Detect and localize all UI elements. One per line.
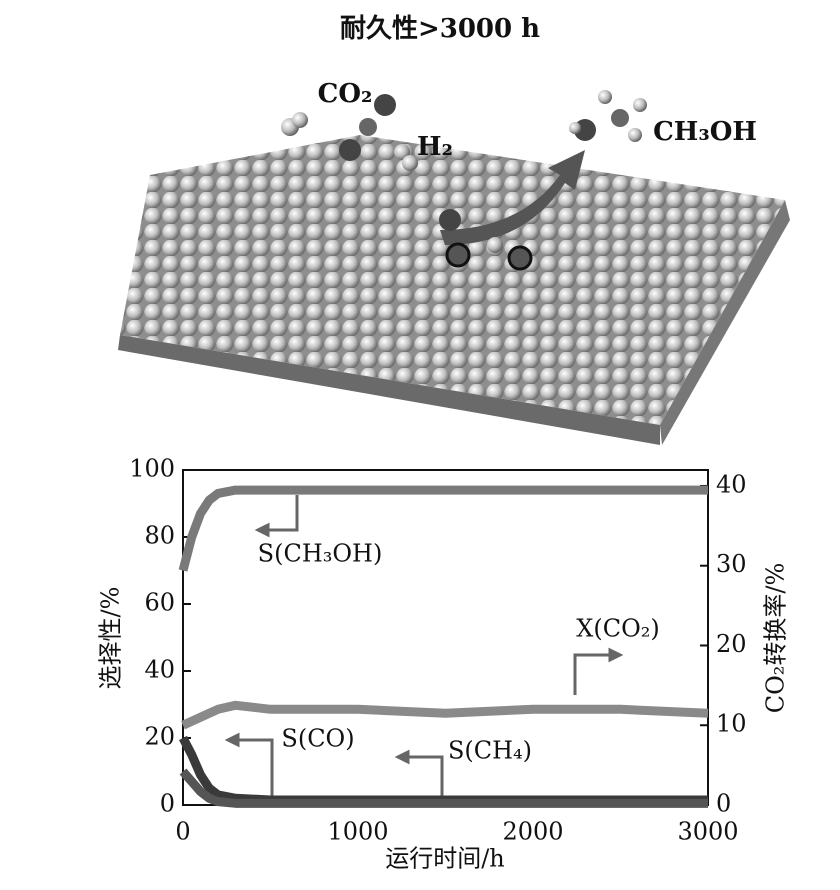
y-tick-label: 80 bbox=[144, 522, 175, 550]
y-tick-label: 20 bbox=[144, 723, 175, 751]
x-tick-label: 2000 bbox=[502, 818, 563, 846]
y-tick-label: 0 bbox=[160, 790, 175, 818]
y-tick-label: 60 bbox=[144, 589, 175, 617]
annotation-arrows bbox=[224, 495, 624, 797]
series-label: S(CO) bbox=[281, 725, 354, 753]
catalyst-illustration bbox=[118, 90, 790, 445]
x-axis-label: 运行时间/h bbox=[385, 845, 505, 873]
y2-axis-label: CO₂转换率/% bbox=[762, 563, 790, 714]
molecule-label: CH₃OH bbox=[653, 117, 757, 147]
y-axis-label: 选择性/% bbox=[97, 587, 125, 690]
x-tick-label: 0 bbox=[175, 818, 190, 846]
x-tick-label: 1000 bbox=[327, 818, 388, 846]
x-tick-label: 3000 bbox=[677, 818, 738, 846]
y2-tick-label: 40 bbox=[716, 470, 747, 498]
y-tick-label: 40 bbox=[144, 656, 175, 684]
figure-title: 耐久性>3000 h bbox=[340, 14, 540, 44]
y-tick-label: 100 bbox=[129, 455, 175, 483]
y2-tick-label: 20 bbox=[716, 630, 747, 658]
series-label: X(CO₂) bbox=[576, 615, 659, 643]
series-line bbox=[181, 700, 709, 730]
series-label: S(CH₄) bbox=[448, 737, 532, 765]
series-line bbox=[178, 485, 708, 572]
series-line bbox=[179, 768, 708, 808]
y2-tick-label: 30 bbox=[716, 550, 747, 578]
molecule-label: CO₂ bbox=[318, 79, 373, 109]
series-label: S(CH₃OH) bbox=[258, 540, 383, 568]
molecule-label: H₂ bbox=[417, 132, 453, 162]
y2-tick-label: 0 bbox=[716, 790, 731, 818]
y2-tick-label: 10 bbox=[716, 710, 747, 738]
series-line bbox=[179, 735, 708, 805]
